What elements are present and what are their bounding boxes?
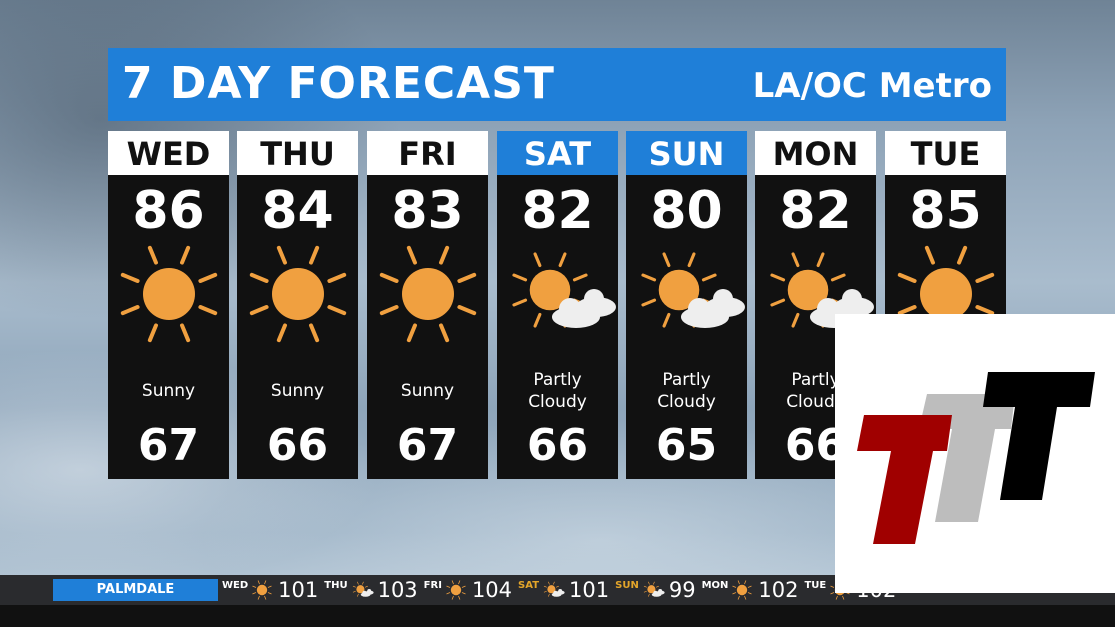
ticker-temp: 104 xyxy=(471,578,513,602)
condition-text: Partly Cloudy xyxy=(786,370,845,412)
high-temp: 85 xyxy=(909,181,982,241)
logo-black-t xyxy=(983,372,1095,500)
condition-text: Partly Cloudy xyxy=(528,370,587,412)
high-temp: 86 xyxy=(132,181,205,241)
ticker-temp: 101 xyxy=(278,578,319,602)
high-temp: 84 xyxy=(261,181,334,241)
sun-icon xyxy=(367,239,488,349)
high-temp: 82 xyxy=(521,181,594,241)
ticker-temp: 99 xyxy=(668,578,696,602)
low-temp: 67 xyxy=(396,420,459,471)
day-column-thu: THU 84 Sunny 66 xyxy=(237,131,358,479)
ticker-city: PALMDALE xyxy=(53,579,218,601)
forecast-header: 7 DAY FORECAST LA/OC Metro xyxy=(108,48,1006,121)
day-panel: 80 Partly Cloudy 65 xyxy=(626,175,747,479)
day-panel: 82 Partly Cloudy 66 xyxy=(497,175,618,479)
day-label: SUN xyxy=(626,131,747,175)
sun-icon xyxy=(250,579,274,601)
day-column-wed: WED 86 Sunny 67 xyxy=(108,131,229,479)
condition-text: Partly Cloudy xyxy=(657,370,716,412)
day-panel: 83 Sunny 67 xyxy=(367,175,488,479)
ticker-day: FRI xyxy=(423,580,442,591)
day-label: WED xyxy=(108,131,229,175)
day-label: FRI xyxy=(367,131,488,175)
day-panel: 86 Sunny 67 xyxy=(108,175,229,479)
ticker-item-mon: MON 102 xyxy=(702,577,799,603)
ticker-items: WED 101 THU 103 FRI 104 SAT 101 SUN 99 M… xyxy=(222,577,896,603)
ticker-item-sun: SUN 99 xyxy=(615,577,695,603)
ticker-temp: 101 xyxy=(569,578,610,602)
sun-icon xyxy=(444,579,468,601)
partly-cloudy-icon xyxy=(626,239,747,349)
ticker-day: SAT xyxy=(518,580,540,591)
high-temp: 83 xyxy=(391,181,464,241)
day-label: MON xyxy=(755,131,876,175)
condition-text: Sunny xyxy=(400,381,455,401)
low-temp: 67 xyxy=(137,420,200,471)
ticker-item-fri: FRI 104 xyxy=(424,577,512,603)
ticker-day: TUE xyxy=(804,580,827,591)
day-label: THU xyxy=(237,131,358,175)
partly-cloudy-icon xyxy=(497,239,618,349)
sun-icon xyxy=(108,239,229,349)
sun-icon xyxy=(730,579,754,601)
ttt-logo xyxy=(835,314,1115,593)
logo-red-t xyxy=(857,415,952,544)
high-temp: 80 xyxy=(650,181,723,241)
ticker-temp: 103 xyxy=(377,578,418,602)
partly-cloudy-icon xyxy=(641,579,665,601)
ticker-day: WED xyxy=(222,580,249,591)
ticker-item-sat: SAT 101 xyxy=(518,577,609,603)
low-temp: 65 xyxy=(655,420,718,471)
low-temp: 66 xyxy=(526,420,589,471)
bottom-bar xyxy=(0,605,1115,627)
sun-icon xyxy=(237,239,358,349)
region-label: LA/OC Metro xyxy=(752,66,992,106)
forecast-title: 7 DAY FORECAST xyxy=(122,58,555,109)
logo-gray-t xyxy=(919,394,1015,522)
condition-text: Sunny xyxy=(270,381,325,401)
day-panel: 84 Sunny 66 xyxy=(237,175,358,479)
high-temp: 82 xyxy=(779,181,852,241)
day-label: SAT xyxy=(497,131,618,175)
day-column-sat: SAT 82 Partly Cloudy 66 xyxy=(497,131,618,479)
condition-text: Sunny xyxy=(141,381,196,401)
partly-cloudy-icon xyxy=(350,579,374,601)
day-label: TUE xyxy=(885,131,1006,175)
ticker-temp: 102 xyxy=(758,578,799,602)
partly-cloudy-icon xyxy=(755,239,876,349)
low-temp: 66 xyxy=(266,420,329,471)
ticker-item-wed: WED 101 xyxy=(222,577,318,603)
day-column-sun: SUN 80 Partly Cloudy 65 xyxy=(626,131,747,479)
day-column-fri: FRI 83 Sunny 67 xyxy=(367,131,488,479)
logo-graphic xyxy=(857,372,1095,544)
ticker-day: THU xyxy=(324,580,348,591)
partly-cloudy-icon xyxy=(541,579,565,601)
ticker-day: SUN xyxy=(615,580,639,591)
ticker-day: MON xyxy=(701,580,729,591)
ticker-item-thu: THU 103 xyxy=(324,577,417,603)
